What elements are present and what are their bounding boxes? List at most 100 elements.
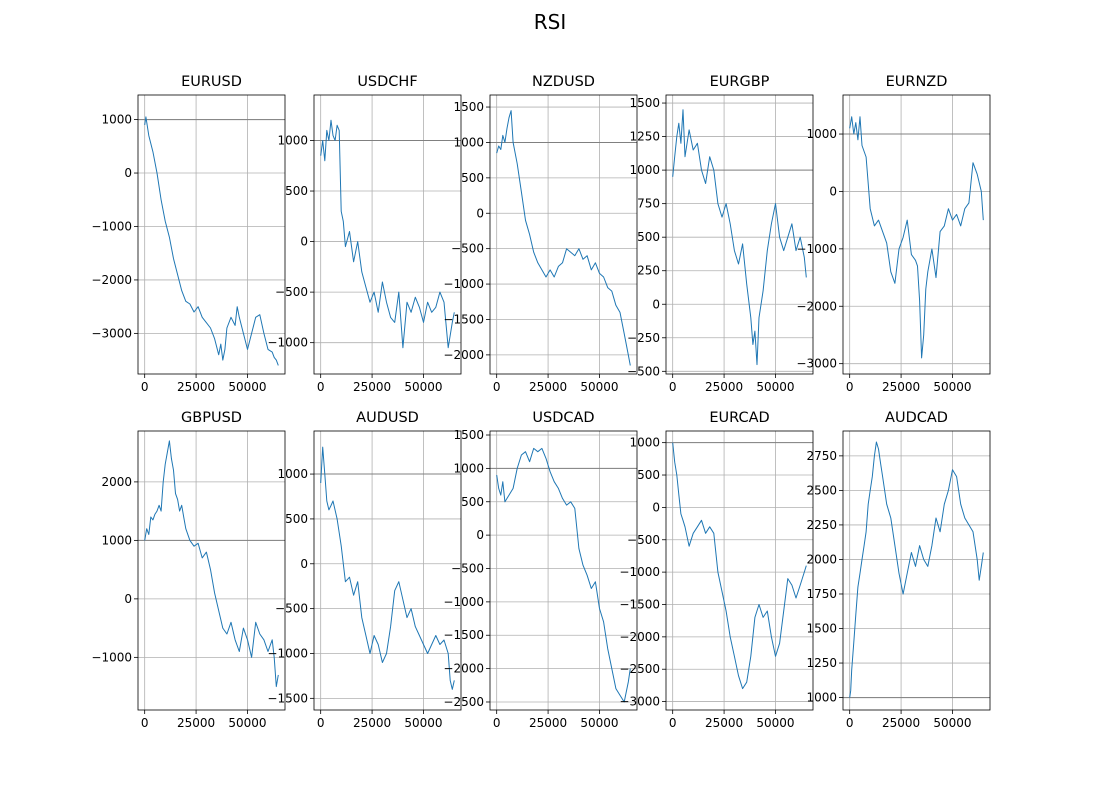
x-tick-label: 50000 xyxy=(404,716,442,730)
subplot-eurgbp: 0 25000 50000 1500 1250 1000 750 500 250 0 −250 −50… xyxy=(627,74,814,394)
series-line xyxy=(672,442,807,690)
y-tick-label: −500 xyxy=(275,602,308,616)
axes-frame xyxy=(489,94,638,375)
y-tick-label: 1000 xyxy=(806,691,837,705)
y-tick-label: 1500 xyxy=(453,100,484,114)
y-tick-label: −3000 xyxy=(91,326,132,340)
x-tick-label: 0 xyxy=(846,380,854,394)
x-tick-label: 50000 xyxy=(580,716,618,730)
series-line xyxy=(144,440,279,688)
x-tick-label: 0 xyxy=(669,716,677,730)
x-tick-label: 0 xyxy=(317,716,325,730)
y-tick-label: −2000 xyxy=(619,630,660,644)
y-tick-label: 0 xyxy=(476,528,484,542)
y-tick-label: −2000 xyxy=(91,273,132,287)
x-tick-label: 50000 xyxy=(756,380,794,394)
axes-frame xyxy=(137,430,286,711)
y-tick-label: 1750 xyxy=(806,587,837,601)
y-tick-label: −1500 xyxy=(443,628,484,642)
subplot-title: USDCAD xyxy=(532,410,594,426)
x-tick-label: 0 xyxy=(141,716,149,730)
axes-frame xyxy=(137,94,286,375)
y-tick-label: 250 xyxy=(637,264,660,278)
x-tick-label: 0 xyxy=(317,380,325,394)
x-tick-label: 25000 xyxy=(177,380,215,394)
subplot-eurusd: 0 25000 50000 1000 0 −1000 −2000 −3000 EURUSD xyxy=(91,74,286,394)
series-line xyxy=(849,441,984,698)
y-tick-label: −2500 xyxy=(619,662,660,676)
x-tick-label: 50000 xyxy=(228,380,266,394)
y-tick-label: −1000 xyxy=(619,565,660,579)
y-tick-label: 1500 xyxy=(629,96,660,110)
y-tick-label: 1500 xyxy=(806,622,837,636)
subplot-title: AUDUSD xyxy=(356,410,419,426)
x-tick-label: 25000 xyxy=(353,380,391,394)
y-tick-label: 0 xyxy=(476,206,484,220)
x-tick-label: 0 xyxy=(669,380,677,394)
x-tick-label: 25000 xyxy=(177,716,215,730)
series-line xyxy=(496,447,631,703)
axes-frame xyxy=(842,430,991,711)
x-tick-label: 25000 xyxy=(705,716,743,730)
y-tick-label: 0 xyxy=(652,500,660,514)
y-tick-label: −2000 xyxy=(443,348,484,362)
y-tick-label: −2500 xyxy=(443,695,484,709)
y-tick-label: −1000 xyxy=(443,277,484,291)
y-tick-label: 1250 xyxy=(629,130,660,144)
x-tick-label: 0 xyxy=(846,716,854,730)
series-line xyxy=(496,110,631,366)
subplot-title: NZDUSD xyxy=(532,74,595,90)
y-tick-label: 0 xyxy=(300,235,308,249)
y-tick-label: 1000 xyxy=(101,113,132,127)
subplot-usdcad: 0 25000 50000 1500 1000 500 0 −500 −1000 −1500 −20… xyxy=(443,410,638,730)
subplot-audusd: 0 25000 50000 1000 500 0 −500 −1000 −1500 AUDUSD xyxy=(267,410,462,730)
y-tick-label: −3000 xyxy=(619,695,660,709)
subplot-gbpusd: 0 25000 50000 2000 1000 0 −1000 GBPUSD xyxy=(91,410,286,730)
subplot-title: GBPUSD xyxy=(181,410,242,426)
y-tick-label: −1000 xyxy=(267,336,308,350)
x-tick-label: 50000 xyxy=(756,716,794,730)
x-tick-label: 25000 xyxy=(353,716,391,730)
x-tick-label: 25000 xyxy=(882,716,920,730)
y-tick-label: 0 xyxy=(124,592,132,606)
x-tick-label: 25000 xyxy=(882,380,920,394)
y-tick-label: −2000 xyxy=(443,662,484,676)
y-tick-label: 500 xyxy=(285,512,308,526)
y-tick-label: 0 xyxy=(829,184,837,198)
y-tick-label: −2000 xyxy=(796,299,837,313)
series-line xyxy=(849,116,984,359)
y-tick-label: 500 xyxy=(637,230,660,244)
x-tick-label: 0 xyxy=(493,380,501,394)
y-tick-label: 500 xyxy=(461,495,484,509)
x-tick-label: 50000 xyxy=(933,380,971,394)
y-tick-label: 2250 xyxy=(806,518,837,532)
y-tick-label: −1500 xyxy=(267,691,308,705)
y-tick-label: −1000 xyxy=(443,595,484,609)
subplot-nzdusd: 0 25000 50000 1500 1000 500 0 −500 −1000 −1500 −20… xyxy=(443,74,638,394)
y-tick-label: −1000 xyxy=(267,646,308,660)
y-tick-label: −1000 xyxy=(91,219,132,233)
y-tick-label: 1000 xyxy=(629,436,660,450)
y-tick-label: −1500 xyxy=(619,597,660,611)
subplot-title: AUDCAD xyxy=(885,410,948,426)
y-tick-label: 0 xyxy=(652,297,660,311)
x-tick-label: 50000 xyxy=(404,380,442,394)
x-tick-label: 50000 xyxy=(228,716,266,730)
subplot-title: EURUSD xyxy=(181,74,242,90)
y-tick-label: 1250 xyxy=(806,656,837,670)
series-line xyxy=(672,109,807,366)
series-line xyxy=(320,119,455,349)
x-tick-label: 50000 xyxy=(933,716,971,730)
axes-frame xyxy=(313,430,462,711)
y-tick-label: 1000 xyxy=(453,135,484,149)
axes-frame xyxy=(313,94,462,375)
y-tick-label: 2000 xyxy=(101,475,132,489)
y-tick-label: 1500 xyxy=(453,428,484,442)
series-line xyxy=(144,116,279,366)
y-tick-label: 1000 xyxy=(277,467,308,481)
subplot-title: EURGBP xyxy=(710,74,770,90)
y-tick-label: 2750 xyxy=(806,449,837,463)
x-tick-label: 50000 xyxy=(580,380,618,394)
axes-frame xyxy=(489,430,638,711)
